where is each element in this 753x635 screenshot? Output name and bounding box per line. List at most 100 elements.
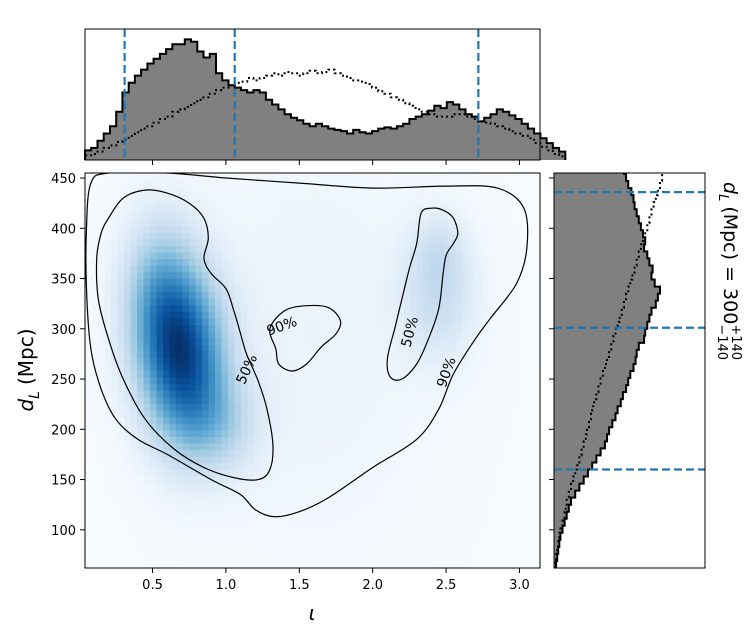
heatmap-cell bbox=[182, 449, 190, 457]
heatmap-cell bbox=[533, 298, 540, 306]
heatmap-cell bbox=[436, 475, 444, 484]
heatmap-cell bbox=[182, 554, 190, 563]
heatmap-cell bbox=[390, 548, 398, 556]
heatmap-cell bbox=[169, 337, 177, 345]
heatmap-cell bbox=[169, 232, 177, 240]
heatmap-cell bbox=[260, 442, 268, 451]
heatmap-cell bbox=[462, 462, 470, 470]
heatmap-cell bbox=[462, 396, 470, 405]
heatmap-cell bbox=[189, 205, 197, 214]
heatmap-cell bbox=[358, 317, 366, 326]
heatmap-cell bbox=[104, 396, 112, 405]
heatmap-cell bbox=[462, 429, 470, 437]
heatmap-cell bbox=[234, 396, 242, 405]
heatmap-cell bbox=[208, 232, 216, 240]
heatmap-cell bbox=[195, 482, 203, 490]
heatmap-cell bbox=[163, 199, 171, 207]
heatmap-cell bbox=[475, 225, 483, 233]
heatmap-cell bbox=[163, 238, 171, 247]
heatmap-cell bbox=[267, 238, 275, 247]
heatmap-cell bbox=[111, 192, 119, 200]
heatmap-cell bbox=[416, 561, 424, 568]
heatmap-cell bbox=[423, 337, 431, 345]
heatmap-cell bbox=[312, 482, 320, 490]
heatmap-cell bbox=[182, 199, 190, 207]
heatmap-cell bbox=[260, 311, 268, 319]
heatmap-cell bbox=[462, 436, 470, 444]
heatmap-cell bbox=[319, 383, 327, 391]
heatmap-cell bbox=[371, 469, 379, 477]
heatmap-cell bbox=[254, 482, 262, 490]
heatmap-cell bbox=[338, 271, 346, 279]
heatmap-cell bbox=[130, 436, 138, 444]
heatmap-cell bbox=[468, 475, 476, 484]
heatmap-cell bbox=[228, 186, 236, 194]
heatmap-cell bbox=[488, 442, 496, 451]
heatmap-cell bbox=[143, 429, 151, 437]
heatmap-cell bbox=[325, 344, 333, 352]
heatmap-cell bbox=[208, 205, 216, 214]
heatmap-cell bbox=[390, 238, 398, 247]
heatmap-cell bbox=[221, 192, 229, 200]
heatmap-cell bbox=[345, 456, 353, 464]
heatmap-cell bbox=[501, 186, 509, 194]
heatmap-cell bbox=[293, 541, 301, 549]
heatmap-cell bbox=[364, 317, 372, 326]
heatmap-cell bbox=[332, 541, 340, 549]
heatmap-cell bbox=[124, 521, 132, 530]
heatmap-cell bbox=[345, 212, 353, 220]
heatmap-cell bbox=[371, 337, 379, 345]
heatmap-cell bbox=[429, 278, 437, 286]
heatmap-cell bbox=[312, 173, 320, 181]
heatmap-cell bbox=[449, 521, 457, 530]
heatmap-cell bbox=[423, 298, 431, 306]
heatmap-cell bbox=[299, 199, 307, 207]
heatmap-cell bbox=[137, 548, 145, 556]
heatmap-cell bbox=[403, 475, 411, 484]
heatmap-cell bbox=[228, 317, 236, 326]
heatmap-cell bbox=[195, 304, 203, 312]
heatmap-cell bbox=[377, 258, 385, 266]
heatmap-cell bbox=[124, 469, 132, 477]
heatmap-cell bbox=[312, 219, 320, 227]
heatmap-cell bbox=[241, 258, 249, 266]
heatmap-cell bbox=[163, 442, 171, 451]
heatmap-cell bbox=[85, 291, 93, 299]
heatmap-cell bbox=[117, 205, 125, 214]
top-marginal-panel bbox=[84, 28, 567, 165]
heatmap-cell bbox=[390, 324, 398, 332]
heatmap-cell bbox=[462, 192, 470, 200]
heatmap-cell bbox=[299, 554, 307, 563]
heatmap-cell bbox=[104, 357, 112, 365]
heatmap-cell bbox=[442, 265, 450, 273]
heatmap-cell bbox=[228, 416, 236, 424]
heatmap-cell bbox=[130, 350, 138, 358]
heatmap-cell bbox=[442, 469, 450, 477]
heatmap-cell bbox=[195, 344, 203, 352]
heatmap-cell bbox=[280, 192, 288, 200]
heatmap-cell bbox=[273, 324, 281, 332]
heatmap-cell bbox=[163, 370, 171, 378]
heatmap-cell bbox=[397, 179, 405, 187]
heatmap-cell bbox=[338, 535, 346, 543]
heatmap-cell bbox=[501, 495, 509, 503]
heatmap-cell bbox=[312, 212, 320, 220]
heatmap-cell bbox=[254, 232, 262, 240]
heatmap-cell bbox=[234, 186, 242, 194]
heatmap-cell bbox=[377, 449, 385, 457]
heatmap-cell bbox=[345, 383, 353, 391]
heatmap-cell bbox=[137, 238, 145, 247]
heatmap-cell bbox=[208, 541, 216, 549]
heatmap-cell bbox=[130, 363, 138, 372]
heatmap-cell bbox=[436, 456, 444, 464]
heatmap-cell bbox=[228, 225, 236, 233]
heatmap-cell bbox=[423, 331, 431, 339]
heatmap-cell bbox=[117, 350, 125, 358]
heatmap-cell bbox=[299, 548, 307, 556]
heatmap-cell bbox=[234, 271, 242, 279]
heatmap-cell bbox=[202, 442, 210, 451]
heatmap-cell bbox=[228, 291, 236, 299]
heatmap-cell bbox=[494, 436, 502, 444]
heatmap-cell bbox=[397, 410, 405, 418]
heatmap-cell bbox=[436, 238, 444, 247]
